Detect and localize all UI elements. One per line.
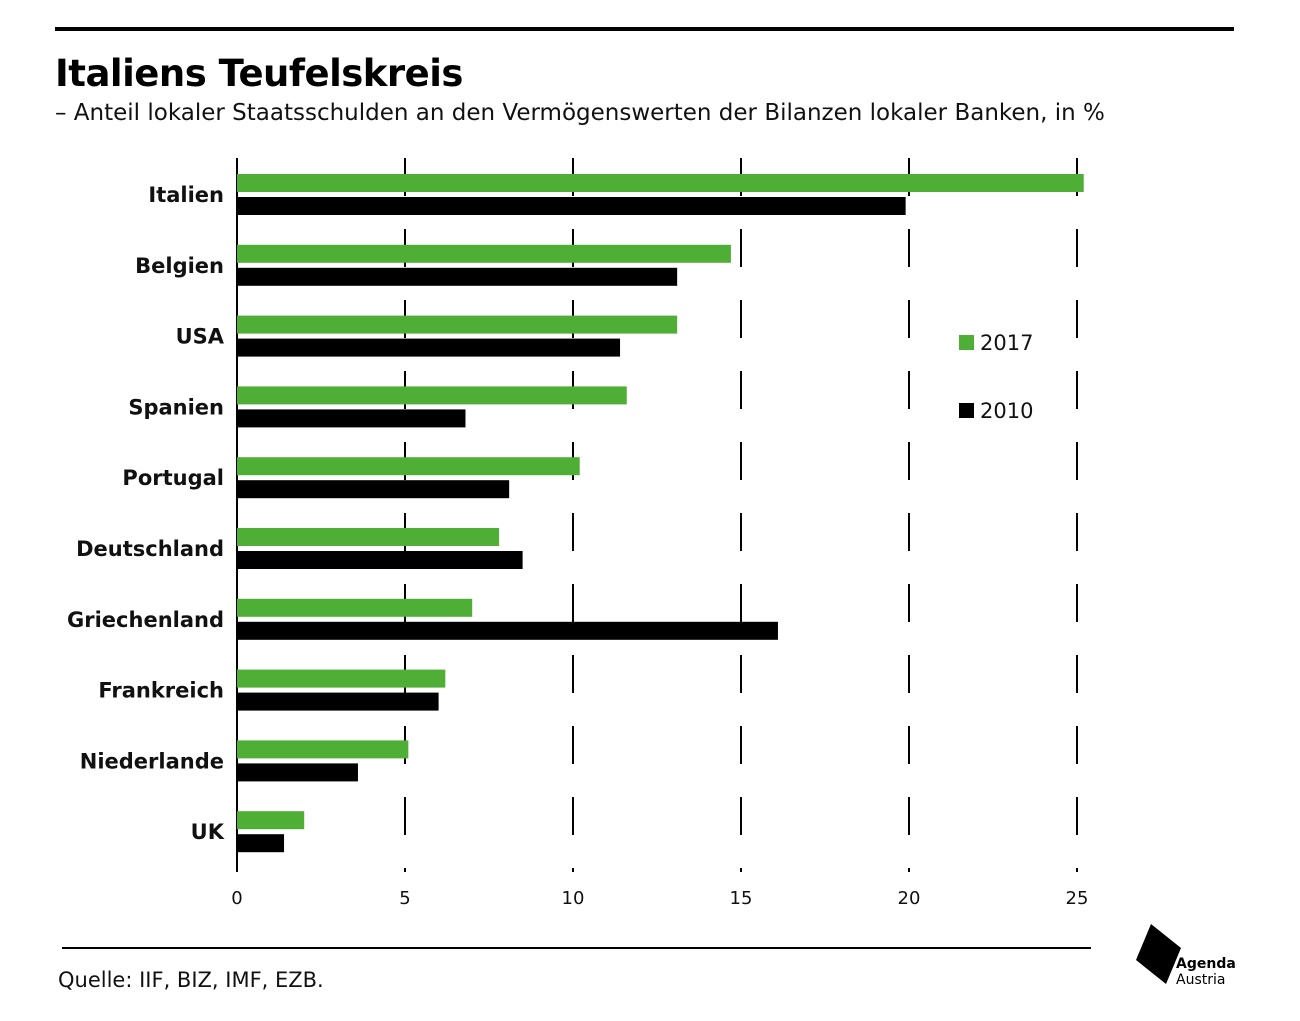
bar-2010-spanien xyxy=(237,409,466,428)
source-note: Quelle: IIF, BIZ, IMF, EZB. xyxy=(58,968,324,992)
category-label: Niederlande xyxy=(80,749,224,773)
bar-2017-portugal xyxy=(237,457,580,476)
bar-2017-niederlande xyxy=(237,740,409,759)
logo-line2: Austria xyxy=(1176,972,1226,988)
bar-2017-uk xyxy=(237,811,305,830)
x-tick-label: 15 xyxy=(730,888,753,909)
legend-swatch-2010 xyxy=(959,403,974,418)
bar-2017-griechenland xyxy=(237,598,473,617)
category-label: Frankreich xyxy=(98,679,224,703)
logo-line1: Agenda xyxy=(1176,956,1236,972)
legend-label: 2017 xyxy=(980,331,1033,355)
legend: 2017 2010 xyxy=(959,331,1033,423)
bar-2010-niederlande xyxy=(237,763,358,782)
top-rule xyxy=(55,27,1234,31)
category-labels: Italien Belgien USA Spanien Portugal Deutschl… xyxy=(67,183,225,844)
bar-2010-griechenland xyxy=(237,621,778,640)
bar-2017-belgien xyxy=(237,244,731,263)
bar-2010-usa xyxy=(237,338,621,357)
x-tick-label: 5 xyxy=(399,888,410,909)
bar-2017-spanien xyxy=(237,386,627,405)
bar-2017-usa xyxy=(237,315,678,334)
legend-swatch-2017 xyxy=(959,335,974,350)
bar-2017-frankreich xyxy=(237,669,446,688)
bar-2010-uk xyxy=(237,834,285,853)
grid-lines xyxy=(236,158,1078,872)
x-tick-labels: 0 5 10 15 20 25 xyxy=(231,888,1088,909)
category-label: UK xyxy=(191,820,225,844)
agenda-austria-logo-icon xyxy=(1136,924,1181,984)
x-tick-label: 20 xyxy=(898,888,921,909)
category-label: Portugal xyxy=(122,466,224,490)
category-label: Deutschland xyxy=(76,537,224,561)
category-label: USA xyxy=(176,325,225,349)
legend-label: 2010 xyxy=(980,399,1033,423)
bar-2017-deutschland xyxy=(237,528,500,546)
category-label: Spanien xyxy=(128,395,224,419)
bar-2010-belgien xyxy=(237,267,678,286)
x-tick-label: 25 xyxy=(1066,888,1089,909)
bars xyxy=(237,174,1084,853)
chart-subtitle: – Anteil lokaler Staatsschulden an den V… xyxy=(55,100,1105,126)
category-label: Belgien xyxy=(135,254,224,278)
bar-2010-italien xyxy=(237,197,906,215)
bar-2010-frankreich xyxy=(237,692,439,711)
category-label: Italien xyxy=(148,183,224,207)
bottom-rule xyxy=(62,947,1091,949)
x-tick-label: 10 xyxy=(562,888,585,909)
bar-2010-portugal xyxy=(237,480,510,499)
category-label: Griechenland xyxy=(67,608,224,632)
bar-2017-italien xyxy=(237,174,1084,192)
x-tick-label: 0 xyxy=(231,888,242,909)
chart-title: Italiens Teufelskreis xyxy=(55,52,463,95)
bar-2010-deutschland xyxy=(237,551,523,569)
logo-text: Agenda Austria xyxy=(1176,956,1236,988)
